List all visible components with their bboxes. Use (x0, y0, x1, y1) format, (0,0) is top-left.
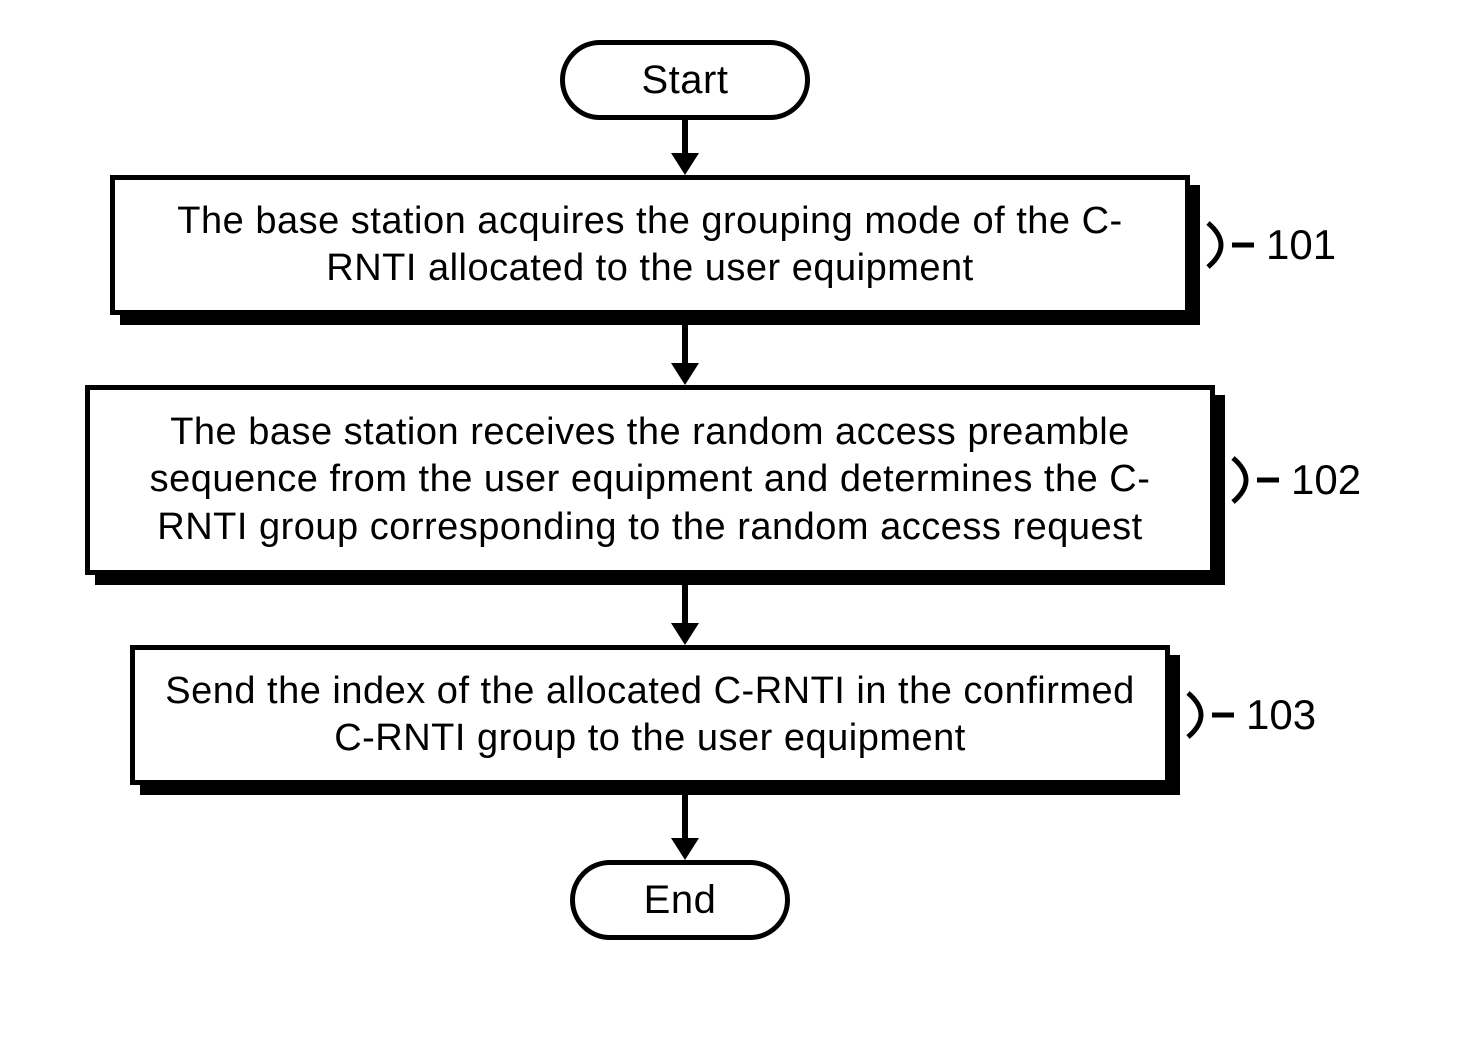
node-step101: The base station acquires the grouping m… (110, 175, 1190, 315)
edge-step103-end (682, 795, 688, 840)
ref-step102: 102 (1231, 450, 1361, 510)
arrowhead-step101-step102 (671, 363, 699, 385)
node-end-label: End (644, 875, 717, 925)
edge-step102-step103 (682, 585, 688, 625)
edge-step101-step102 (682, 325, 688, 365)
node-start-label: Start (642, 55, 729, 105)
ref-step103-label: 103 (1246, 691, 1316, 739)
node-step102-label: The base station receives the random acc… (110, 409, 1190, 552)
node-step103: Send the index of the allocated C-RNTI i… (130, 645, 1170, 785)
ref-step101: 101 (1206, 215, 1336, 275)
ref-step102-label: 102 (1291, 456, 1361, 504)
ref-step101-label: 101 (1266, 221, 1336, 269)
flowchart-canvas: Start The base station acquires the group… (0, 0, 1478, 1049)
arrowhead-start-step101 (671, 153, 699, 175)
node-end: End (570, 860, 790, 940)
edge-start-step101 (682, 120, 688, 155)
arrowhead-step102-step103 (671, 623, 699, 645)
node-start: Start (560, 40, 810, 120)
node-step103-label: Send the index of the allocated C-RNTI i… (155, 668, 1145, 763)
node-step101-label: The base station acquires the grouping m… (135, 198, 1165, 293)
node-step102: The base station receives the random acc… (85, 385, 1215, 575)
ref-step103: 103 (1186, 685, 1316, 745)
arrowhead-step103-end (671, 838, 699, 860)
